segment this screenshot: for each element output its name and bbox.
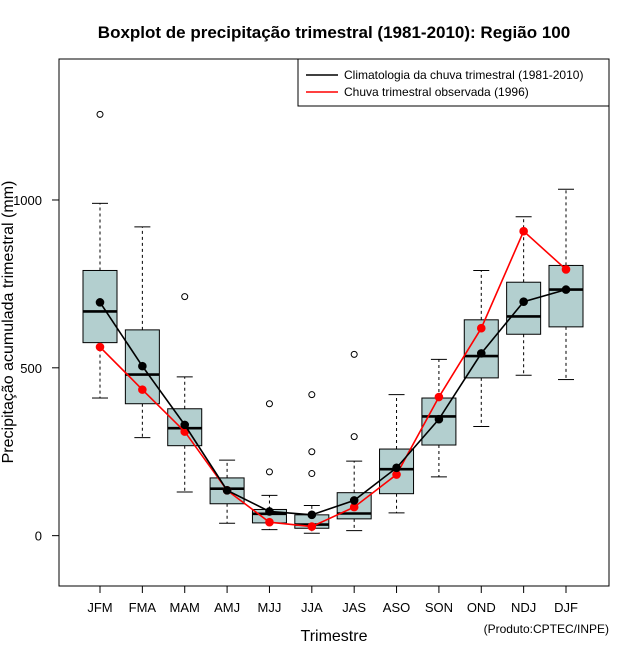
series-point-observed: [434, 392, 444, 402]
box-ndj: [506, 216, 542, 376]
outlier-point: [350, 350, 358, 358]
x-tick-label: FMA: [129, 600, 157, 615]
series-point-climatology: [307, 510, 317, 520]
series-point-climatology: [349, 496, 359, 505]
series-point-observed: [307, 522, 317, 531]
series-line-observed: [99, 229, 567, 528]
box-fma: [124, 226, 160, 439]
x-tick-label: OND: [467, 600, 496, 615]
box-iqr: [548, 264, 584, 328]
x-tick-label: JAS: [342, 600, 366, 615]
chart-title: Boxplot de precipitação trimestral (1981…: [98, 23, 570, 42]
series-point-observed: [476, 323, 486, 333]
x-tick-label: SON: [425, 600, 453, 615]
series-point-climatology: [519, 297, 528, 306]
series-line-climatology: [99, 288, 567, 516]
series-point-climatology: [138, 361, 147, 371]
series-point-climatology: [561, 285, 571, 294]
x-tick-label: AMJ: [214, 600, 240, 615]
outlier-point: [181, 293, 189, 301]
outlier-point: [265, 468, 273, 476]
series-point-climatology: [95, 298, 105, 307]
x-tick-label: MAM: [170, 600, 200, 615]
product-credit: (Produto:CPTEC/INPE): [484, 622, 609, 636]
series-point-climatology: [180, 420, 190, 430]
legend-label-observed: Chuva trimestral observada (1996): [344, 85, 529, 99]
series-point-climatology: [222, 486, 232, 495]
x-axis-label: Trimestre: [301, 628, 368, 645]
series-point-observed: [265, 517, 274, 527]
outlier-point: [308, 448, 316, 456]
box-iqr: [506, 281, 542, 335]
outlier-point: [350, 433, 358, 441]
x-tick-label: JJA: [301, 600, 323, 615]
box-jfm: [82, 110, 118, 399]
series-point-climatology: [476, 349, 486, 358]
x-tick-label: MJJ: [258, 600, 282, 615]
legend: Climatologia da chuva trimestral (1981-2…: [297, 58, 610, 107]
outlier-point: [265, 400, 273, 408]
outlier-point: [308, 470, 316, 478]
series-point-climatology: [265, 507, 274, 516]
legend-label-climatology: Climatologia da chuva trimestral (1981-2…: [344, 68, 583, 82]
series-point-observed: [138, 385, 147, 394]
series-point-climatology: [392, 463, 401, 473]
box-djf: [548, 188, 584, 381]
outlier-point: [308, 391, 316, 399]
box-mam: [167, 293, 203, 493]
x-tick-label: ASO: [383, 600, 410, 615]
series-point-observed: [519, 226, 528, 236]
y-tick-label: 1000: [13, 193, 42, 208]
series-point-observed: [95, 342, 105, 352]
plot-area: 0 500 1000 JFM FMA MAM AMJ MJJ JJA JAS ASO SON OND ND…: [13, 110, 584, 615]
legend-box: [297, 58, 610, 107]
x-tick-label: JFM: [87, 600, 112, 615]
outlier-point: [96, 110, 104, 118]
series-point-climatology: [434, 414, 444, 424]
y-tick-label: 500: [20, 361, 42, 376]
y-axis-label: Precipitação acumulada trimestral (mm): [0, 181, 17, 464]
x-tick-label: DJF: [554, 600, 578, 615]
y-tick-label: 0: [35, 529, 42, 544]
x-tick-label: NDJ: [511, 600, 536, 615]
series-point-observed: [561, 265, 571, 274]
